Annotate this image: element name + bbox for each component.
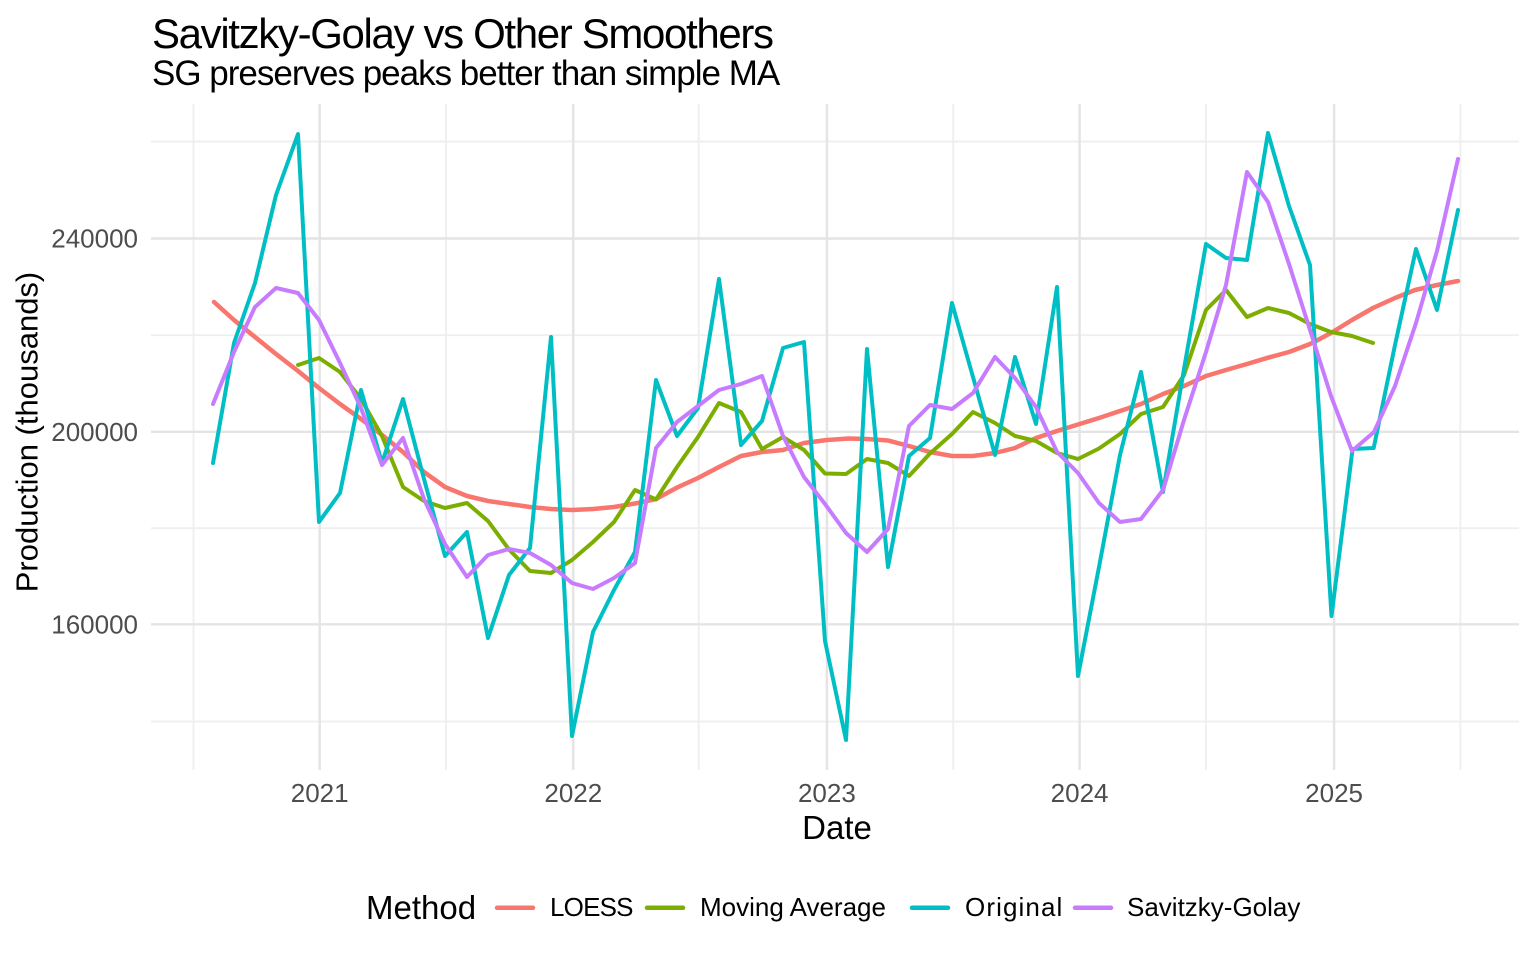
svg-text:2021: 2021: [291, 778, 349, 808]
svg-text:Savitzky-Golay: Savitzky-Golay: [1127, 892, 1300, 922]
svg-text:Production (thousands): Production (thousands): [10, 272, 45, 593]
svg-text:LOESS: LOESS: [550, 892, 633, 922]
svg-text:Date: Date: [802, 809, 872, 846]
svg-text:SG preserves peaks better than: SG preserves peaks better than simple MA: [152, 54, 781, 93]
svg-text:Method: Method: [366, 889, 476, 926]
svg-text:2022: 2022: [544, 778, 602, 808]
svg-text:200000: 200000: [51, 417, 138, 447]
svg-text:2025: 2025: [1305, 778, 1363, 808]
svg-text:Savitzky-Golay vs Other Smooth: Savitzky-Golay vs Other Smoothers: [152, 10, 773, 57]
svg-text:2024: 2024: [1051, 778, 1109, 808]
svg-text:Moving Average: Moving Average: [700, 892, 886, 922]
svg-text:240000: 240000: [51, 224, 138, 254]
svg-text:Original: Original: [965, 892, 1063, 922]
svg-text:2023: 2023: [798, 778, 856, 808]
svg-text:160000: 160000: [51, 609, 138, 639]
